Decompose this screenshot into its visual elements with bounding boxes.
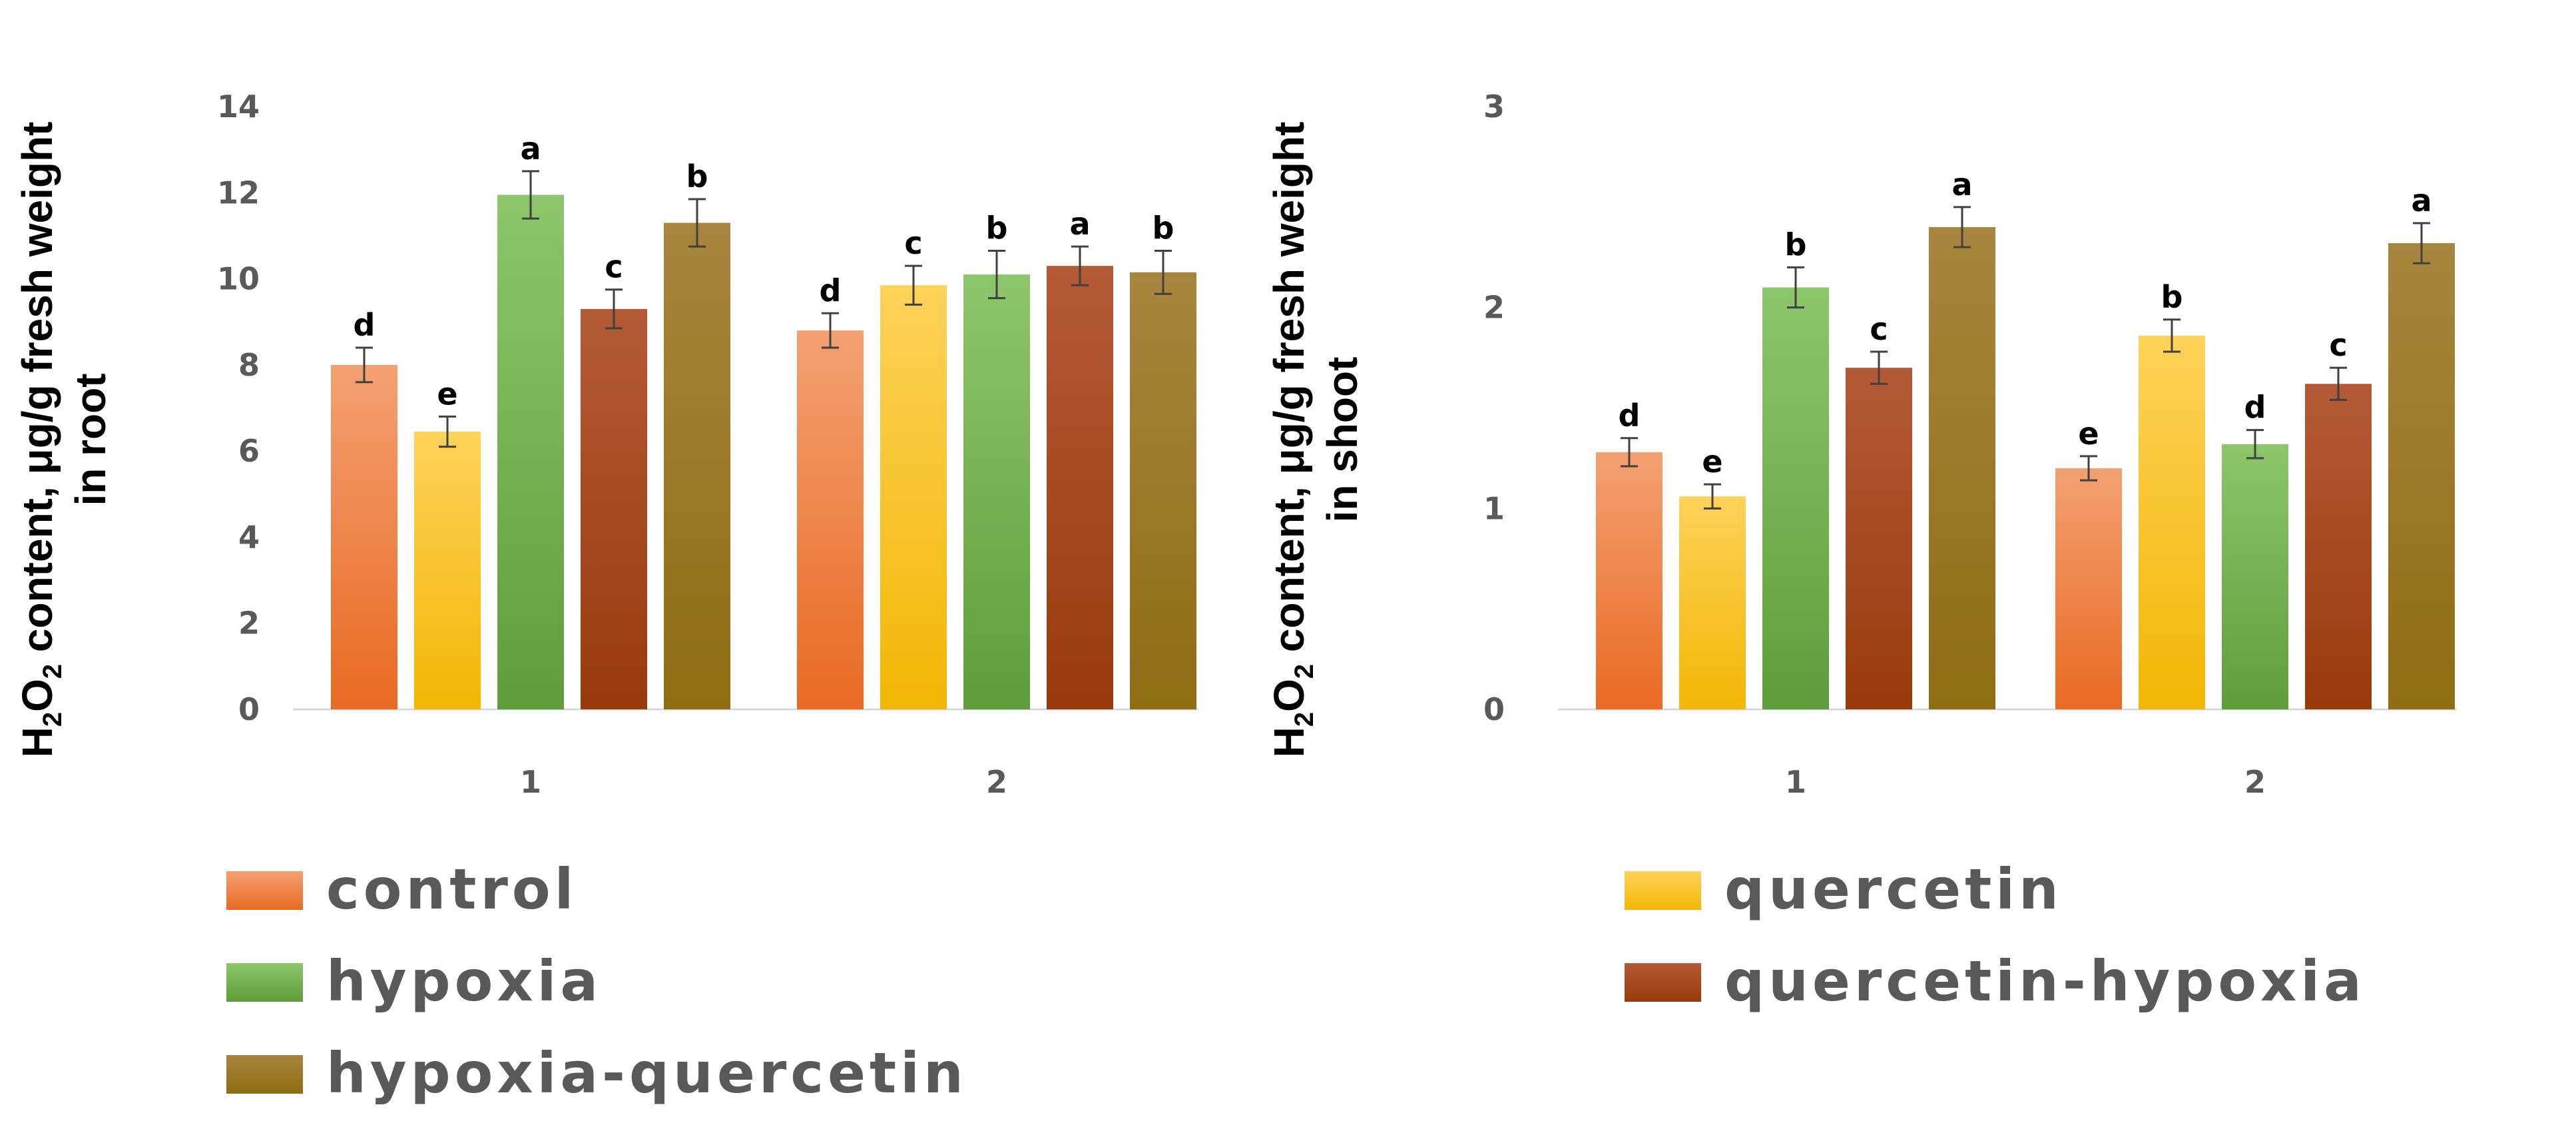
root-significance-label: a xyxy=(520,131,541,167)
shoot-significance-label: c xyxy=(1870,311,1888,347)
shoot-bar-control-1 xyxy=(1596,452,1663,709)
legend-swatch-hypoxia xyxy=(226,963,303,1002)
root-y-tick-label: 6 xyxy=(238,433,260,469)
shoot-y-tick-label: 1 xyxy=(1483,490,1505,526)
root-significance-label: c xyxy=(605,249,623,285)
shoot-bar-hypoxia-2 xyxy=(2222,444,2288,709)
root-y-tick-label: 0 xyxy=(238,691,260,727)
legend-item-hypoxia: hypoxia xyxy=(226,948,602,1014)
legend-item-control: control xyxy=(226,857,577,922)
root-y-axis-label: H2O2 content, μg/g fresh weight in root xyxy=(13,122,115,758)
root-category-label: 1 xyxy=(520,764,541,800)
root-chart: H2O2 content, μg/g fresh weight in root … xyxy=(13,89,1198,800)
shoot-y-tick-label: 3 xyxy=(1483,89,1505,125)
root-bar-control-2 xyxy=(797,330,864,710)
root-bar-hypoxia-quercetin-1 xyxy=(664,222,730,709)
root-bar-quercetin-2 xyxy=(880,285,947,710)
root-bar-quercetin-hypoxia-1 xyxy=(581,308,647,710)
root-bar-quercetin-hypoxia-2 xyxy=(1047,266,1113,709)
root-significance-label: a xyxy=(1069,206,1090,242)
root-y-tick-label: 2 xyxy=(238,605,260,641)
shoot-significance-label: e xyxy=(1702,444,1722,480)
root-bar-hypoxia-1 xyxy=(497,194,564,710)
legend-label-quercetin-hypoxia: quercetin-hypoxia xyxy=(1724,948,2366,1014)
shoot-bar-quercetin-1 xyxy=(1679,496,1746,709)
shoot-category-label: 2 xyxy=(2244,764,2266,800)
shoot-y-axis-label-line2: in shoot xyxy=(1318,357,1366,523)
root-y-axis-label-line2: in root xyxy=(67,373,115,506)
root-significance-label: b xyxy=(986,210,1008,246)
shoot-y-axis-label: H2O2 content, μg/g fresh weight in shoot xyxy=(1265,122,1366,758)
shoot-chart: H2O2 content, μg/g fresh weight in shoot… xyxy=(1265,89,2457,800)
shoot-significance-label: e xyxy=(2078,416,2099,452)
shoot-category-label: 1 xyxy=(1785,764,1806,800)
shoot-significance-label: a xyxy=(1951,167,1972,202)
shoot-significance-label: d xyxy=(2244,390,2266,426)
shoot-bar-quercetin-hypoxia-1 xyxy=(1846,368,1912,709)
shoot-bar-quercetin-2 xyxy=(2139,335,2205,709)
shoot-y-tick-label: 2 xyxy=(1483,290,1505,326)
legend-swatch-quercetin-hypoxia xyxy=(1625,963,1701,1002)
root-y-tick-label: 12 xyxy=(217,175,260,210)
shoot-significance-label: b xyxy=(2161,279,2183,315)
root-bar-hypoxia-quercetin-2 xyxy=(1130,272,1196,709)
shoot-bar-hypoxia-1 xyxy=(1762,287,1829,709)
shoot-y-axis-label-line1: H2O2 content, μg/g fresh weight xyxy=(1265,122,1319,758)
root-bar-quercetin-1 xyxy=(414,432,481,709)
legend-swatch-hypoxia-quercetin xyxy=(226,1055,303,1094)
root-significance-label: d xyxy=(820,272,842,308)
shoot-bars: d e b c a e b d c a xyxy=(1596,167,2455,710)
shoot-significance-label: b xyxy=(1785,226,1807,262)
legend-label-control: control xyxy=(326,857,577,922)
root-y-tick-label: 8 xyxy=(238,347,260,383)
legend: control quercetin hypoxia quercetin-hypoxia… xyxy=(226,857,2366,1106)
root-y-tick-label: 4 xyxy=(238,519,260,555)
root-significance-label: d xyxy=(354,307,376,343)
shoot-significance-label: d xyxy=(1619,398,1641,434)
root-significance-label: c xyxy=(904,225,922,261)
root-bar-hypoxia-2 xyxy=(963,274,1030,709)
shoot-significance-label: c xyxy=(2329,327,2347,363)
shoot-bar-control-2 xyxy=(2055,468,2122,709)
root-y-axis-label-line1: H2O2 content, μg/g fresh weight xyxy=(13,122,67,758)
legend-swatch-control xyxy=(226,871,303,910)
legend-label-hypoxia: hypoxia xyxy=(326,948,602,1014)
root-significance-label: b xyxy=(686,159,708,194)
root-bar-control-1 xyxy=(331,364,397,709)
root-y-ticks: 0 2 4 6 8 10 12 14 xyxy=(217,89,260,727)
shoot-y-ticks: 0 1 2 3 xyxy=(1483,89,1505,727)
legend-label-quercetin: quercetin xyxy=(1724,857,2063,922)
root-y-tick-label: 10 xyxy=(217,261,260,297)
shoot-significance-label: a xyxy=(2411,183,2432,218)
shoot-bar-hypoxia-quercetin-1 xyxy=(1929,227,1995,709)
legend-item-quercetin: quercetin xyxy=(1625,857,2063,922)
root-category-label: 2 xyxy=(986,764,1007,800)
legend-label-hypoxia-quercetin: hypoxia-quercetin xyxy=(326,1040,967,1106)
shoot-bar-hypoxia-quercetin-2 xyxy=(2388,243,2455,710)
root-y-tick-label: 14 xyxy=(217,89,260,125)
root-significance-label: e xyxy=(437,376,457,412)
root-bars: d e a c b d c b a b xyxy=(331,131,1196,710)
legend-item-quercetin-hypoxia: quercetin-hypoxia xyxy=(1625,948,2366,1014)
root-significance-label: b xyxy=(1153,210,1174,246)
legend-item-hypoxia-quercetin: hypoxia-quercetin xyxy=(226,1040,967,1106)
legend-swatch-quercetin xyxy=(1625,871,1701,910)
shoot-bar-quercetin-hypoxia-2 xyxy=(2305,384,2372,709)
shoot-y-tick-label: 0 xyxy=(1483,691,1505,727)
